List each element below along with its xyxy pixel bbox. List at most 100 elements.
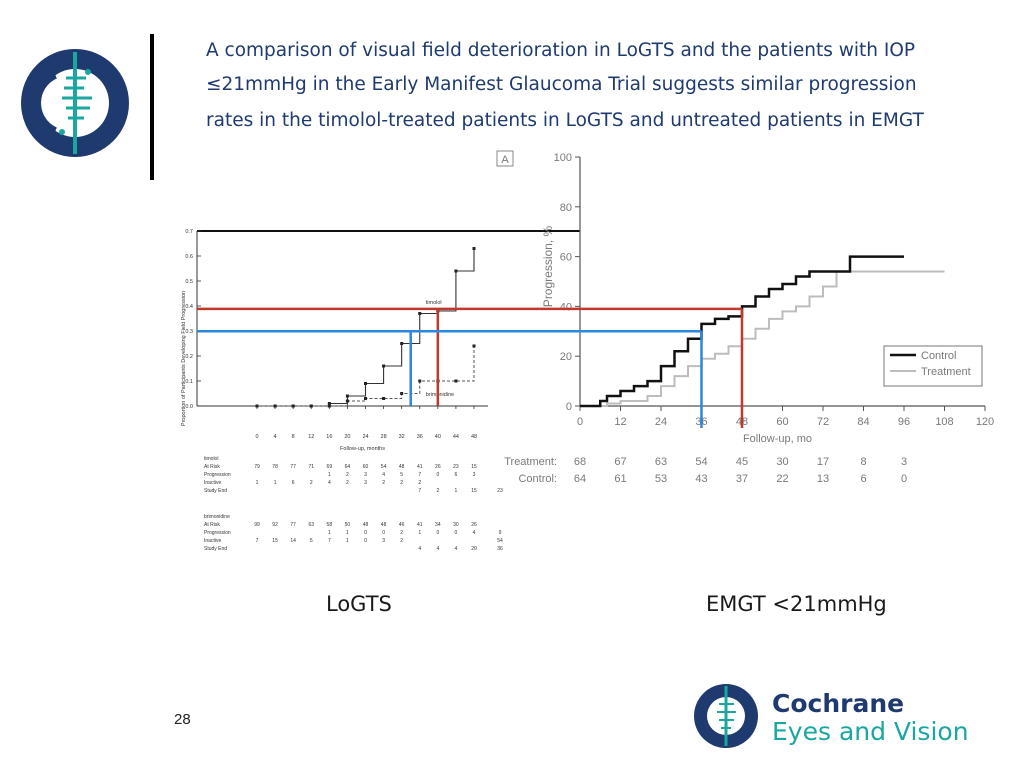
logts-risk-cell: 6 [455,472,458,478]
logts-risk-cell: 7 [418,472,421,478]
logts-y-tick-label: 0.1 [185,379,193,385]
logts-risk-group-title: brimonidine [204,514,230,520]
logts-risk-cell: 1 [328,472,331,478]
logts-risk-cell: 99 [254,522,260,528]
logts-risk-cell: 6 [292,480,295,486]
slide-title-line-1: A comparison of visual field deteriorati… [206,40,915,61]
logts-risk-cell: 58 [327,522,333,528]
logts-risk-cell: 0 [382,530,385,536]
logts-x-tick-label: 44 [453,434,459,440]
logts-risk-row-label: Study End [204,488,227,494]
logts-risk-cell: 63 [308,522,314,528]
brand-name: Cochrane [772,689,904,718]
logts-y-tick-label: 0.6 [185,254,193,260]
logts-risk-cell: 7 [328,538,331,544]
logts-y-tick-label: 0.5 [185,279,193,285]
logts-risk-cell: 48 [381,522,387,528]
logts-x-tick-label: 0 [255,434,258,440]
logts-series-label-brimonidine: brimonidine [426,392,454,398]
logts-point-brimonidine [309,404,313,408]
logts-risk-cell: 2 [400,530,403,536]
logts-risk-cell: 30 [453,522,459,528]
emgt-x-axis-label: Follow-up, mo [743,433,812,445]
logts-risk-group-title: timolol [204,456,218,462]
caption-emgt: EMGT <21mmHg [706,592,887,616]
logts-risk-cell: 4 [418,546,421,552]
emgt-risk-cell: 13 [817,473,829,485]
logts-x-tick-label: 24 [362,434,368,440]
reference-lines [197,307,744,428]
emgt-risk-cell: 68 [574,456,586,468]
logts-x-tick-label: 12 [308,434,314,440]
emgt-panel-label: A [501,154,509,166]
logts-x-tick-label: 20 [344,434,350,440]
logts-point-brimonidine [472,344,476,348]
logts-risk-cell: 0 [436,530,439,536]
emgt-risk-cell: 0 [901,473,907,485]
logts-risk-cell: 71 [308,464,314,470]
emgt-risk-cell: 67 [614,456,626,468]
logts-point-brimonidine [327,404,331,408]
logts-risk-cell: 2 [346,472,349,478]
logts-risk-cell: 3 [473,472,476,478]
logts-risk-cell: 5 [310,538,313,544]
emgt-y-tick-label: 0 [566,401,572,413]
logts-risk-cell: 4 [436,546,439,552]
logts-y-tick-label: 0.0 [185,404,193,410]
emgt-legend [883,345,983,387]
logts-point-timolol [364,382,367,385]
logts-risk-cell: 23 [497,488,503,494]
logts-risk-cell: 9 [499,530,502,536]
emgt-risk-cell: 64 [574,473,586,485]
logts-point-brimonidine [291,404,295,408]
logts-point-timolol [418,312,422,315]
logts-risk-cell: 4 [328,480,331,486]
logts-point-timolol [472,247,476,250]
logts-risk-cell: 0 [364,538,367,544]
emgt-x-tick-label: 12 [614,416,626,428]
emgt-x-tick-label: 72 [817,416,829,428]
page-number: 28 [174,711,191,728]
emgt-risk-row-label: Treatment: [504,456,557,468]
logts-series-label-timolol: timolol [426,300,442,306]
logts-risk-cell: 4 [455,546,458,552]
logts-x-tick-label: 36 [417,434,423,440]
logts-risk-row-label: Progression [204,472,231,478]
logts-risk-cell: 1 [274,480,277,486]
logts-risk-cell: 54 [497,538,503,544]
emgt-risk-cell: 63 [655,456,667,468]
logts-risk-cell: 2 [400,480,403,486]
logts-chart: 0.00.10.20.30.40.50.60.70 4 8 12 16 20 24 28 32 3… [181,229,580,552]
logts-risk-row-label: At Risk [204,522,220,528]
emgt-x-tick-label: 96 [898,416,910,428]
logts-risk-cell: 15 [471,488,477,494]
logts-risk-cell: 1 [455,488,458,494]
logts-risk-cell: 3 [364,472,367,478]
logts-risk-row-label: Inactive [204,480,221,486]
emgt-risk-cell: 22 [776,473,788,485]
logts-series-line-timolol [257,248,475,407]
logts-risk-cell: 26 [435,464,441,470]
emgt-y-tick-label: 100 [554,152,572,164]
logts-risk-cell: 1 [346,538,349,544]
logts-point-brimonidine [400,392,404,395]
logts-point-timolol [345,394,349,398]
emgt-risk-cell: 37 [736,473,748,485]
logts-risk-cell: 15 [471,464,477,470]
logts-risk-cell: 7 [256,538,259,544]
logts-point-brimonidine [255,404,259,408]
logts-risk-cell: 7 [418,488,421,494]
logts-y-tick-label: 0.7 [185,229,193,235]
emgt-x-tick-label: 0 [577,416,583,428]
logts-risk-cell: 2 [400,538,403,544]
logts-point-timolol [327,402,331,405]
emgt-risk-cell: 6 [860,473,866,485]
logts-risk-cell: 78 [272,464,278,470]
logts-risk-cell: 1 [418,530,421,536]
logts-risk-cell: 20 [471,546,477,552]
emgt-y-tick-label: 40 [560,301,572,313]
logts-risk-row-label: Progression [204,530,231,536]
emgt-risk-cell: 3 [901,456,907,468]
logts-risk-cell: 92 [272,522,278,528]
